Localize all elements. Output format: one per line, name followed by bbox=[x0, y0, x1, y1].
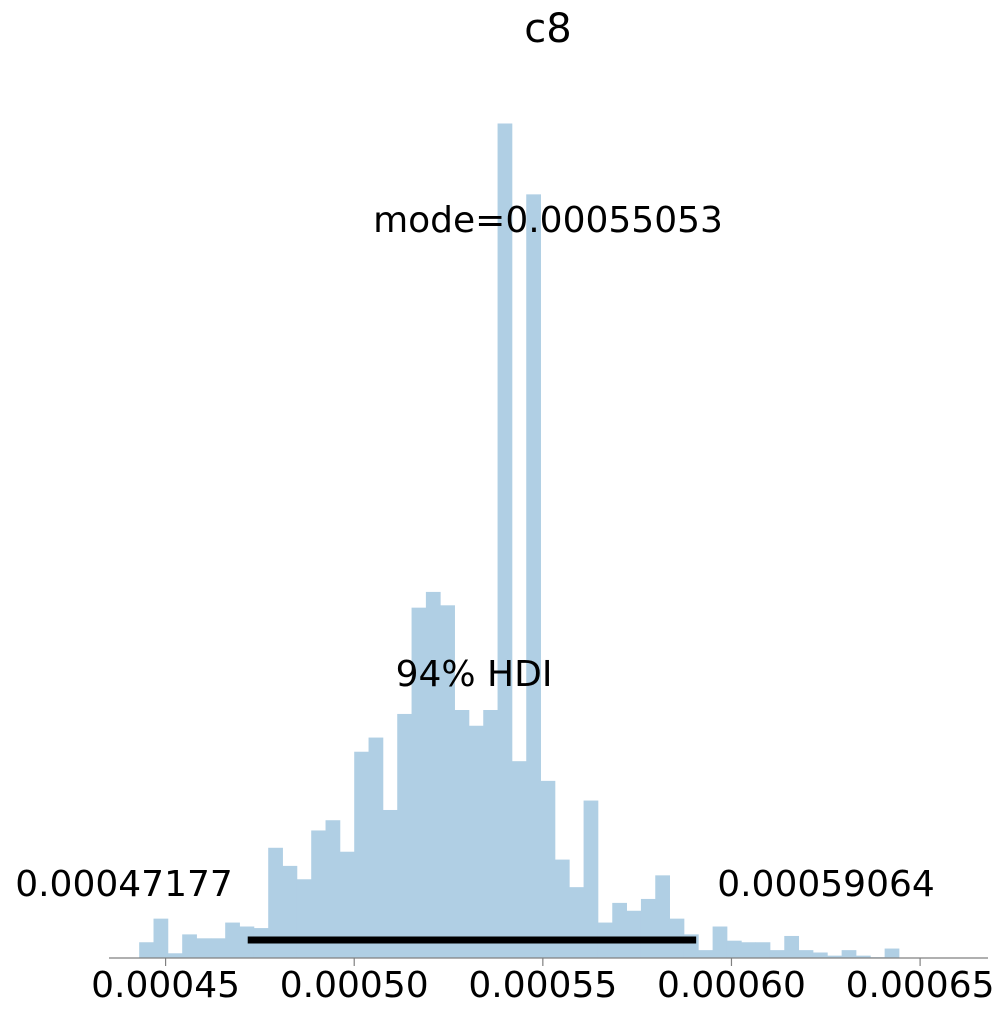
histogram-bar bbox=[569, 887, 584, 958]
histogram-bars bbox=[139, 123, 900, 959]
histogram-bar bbox=[540, 780, 556, 958]
x-tick-label: 0.00050 bbox=[280, 965, 429, 1006]
histogram-bar bbox=[354, 751, 369, 958]
histogram-bar bbox=[368, 737, 384, 958]
x-tick-label: 0.00045 bbox=[91, 965, 240, 1006]
histogram-bar bbox=[741, 942, 757, 958]
histogram-bar bbox=[440, 605, 455, 958]
histogram-bar bbox=[483, 710, 498, 958]
histogram-bar bbox=[841, 950, 857, 958]
histogram-bar bbox=[769, 950, 785, 958]
histogram-bar bbox=[884, 948, 900, 958]
histogram-bar bbox=[325, 820, 341, 958]
histogram-bar bbox=[382, 809, 398, 958]
histogram-bar bbox=[626, 910, 642, 958]
histogram-bar bbox=[812, 952, 828, 958]
histogram-bar bbox=[612, 902, 627, 958]
histogram-bar bbox=[827, 955, 843, 958]
histogram-bar bbox=[210, 938, 226, 958]
histogram-bar bbox=[784, 935, 800, 958]
histogram-bar bbox=[583, 800, 599, 958]
histogram-bar bbox=[167, 953, 183, 958]
histogram-bar bbox=[411, 607, 427, 958]
hdi-label: 94% HDI bbox=[396, 654, 553, 695]
hdi-low-label: 0.00047177 bbox=[15, 864, 233, 905]
x-tick-label: 0.00055 bbox=[468, 965, 617, 1006]
histogram-bar bbox=[282, 865, 298, 958]
histogram-bar bbox=[311, 830, 326, 958]
histogram-bar bbox=[468, 725, 484, 958]
histogram-bar bbox=[526, 194, 541, 959]
histogram-bar bbox=[511, 761, 527, 958]
histogram-bar bbox=[225, 922, 240, 958]
x-axis-ticks: 0.00045 0.00050 0.00055 0.00060 0.00065 bbox=[91, 958, 995, 1006]
histogram-bar bbox=[339, 851, 355, 958]
x-tick-label: 0.00065 bbox=[846, 965, 995, 1006]
histogram-bar bbox=[755, 942, 771, 958]
histogram-bar bbox=[196, 938, 212, 958]
histogram-bar bbox=[268, 847, 283, 958]
histogram-bar bbox=[139, 942, 154, 958]
histogram-bar bbox=[397, 713, 412, 958]
histogram-bar bbox=[296, 879, 312, 958]
histogram-bar bbox=[726, 940, 742, 958]
chart-title: c8 bbox=[524, 6, 571, 52]
histogram-bar bbox=[497, 123, 513, 959]
x-tick-label: 0.00060 bbox=[657, 965, 806, 1006]
hdi-high-label: 0.00059064 bbox=[717, 864, 935, 905]
histogram-bar bbox=[425, 591, 441, 958]
histogram-bar bbox=[698, 950, 714, 958]
histogram-bar bbox=[798, 950, 814, 958]
histogram-bar bbox=[655, 875, 670, 958]
histogram-bar bbox=[153, 918, 169, 958]
histogram-bar bbox=[182, 934, 197, 958]
histogram-bar bbox=[454, 710, 470, 958]
histogram-bar bbox=[554, 859, 570, 958]
mode-annotation: mode=0.00055053 bbox=[373, 200, 723, 241]
histogram-bar bbox=[712, 926, 728, 958]
histogram-bar bbox=[855, 955, 871, 958]
histogram-bar bbox=[239, 926, 255, 958]
histogram-bar bbox=[640, 898, 656, 958]
